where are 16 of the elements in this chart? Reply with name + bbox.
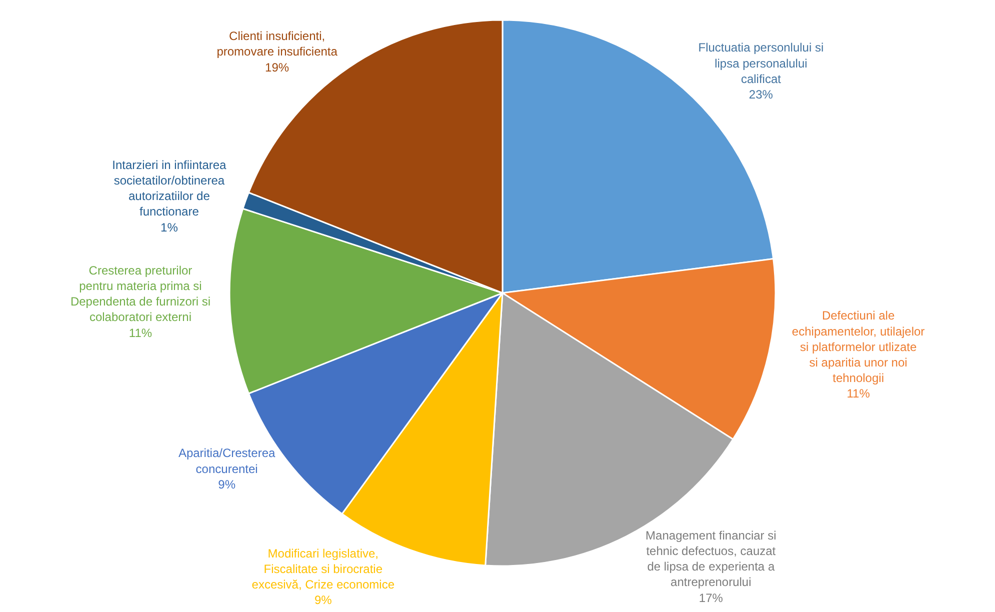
- slice-label: Aparitia/Cresterea concurentei: [178, 446, 276, 476]
- slice-label: Cresterea preturilor pentru materia prima si Dependenta de furnizori si colaboratori externi: [70, 263, 211, 324]
- data-label: 11%: [846, 386, 870, 401]
- data-label: 19%: [265, 60, 290, 74]
- data-label: 1%: [160, 220, 178, 234]
- data-label: 9%: [314, 593, 332, 608]
- slice-label: Modificari legislative, Fiscalitate si birocratie excesivă, Crize economice: [252, 546, 395, 592]
- slice-label: Fluctuatia personlului si lipsa personalului calificat: [698, 40, 824, 86]
- data-label: 23%: [748, 88, 774, 102]
- slice-label: Defectiuni ale echipamentelor, utilajelor si platformelor utlizate si aparitia unor noi tehnologii: [792, 308, 925, 386]
- data-label: 11%: [128, 326, 152, 340]
- slice-label: Clienti insuficienti, promovare insuficienta: [216, 29, 338, 59]
- slice-label: Management financiar si tehnic defectuos, cauzat de lipsa de experienta a antreprenorului: [646, 528, 776, 590]
- data-label: 17%: [698, 590, 724, 605]
- data-label: 9%: [218, 477, 236, 492]
- slice-label: Intarzieri in infiintarea societatilor/obtinerea autorizatiilor de functionare: [112, 158, 227, 219]
